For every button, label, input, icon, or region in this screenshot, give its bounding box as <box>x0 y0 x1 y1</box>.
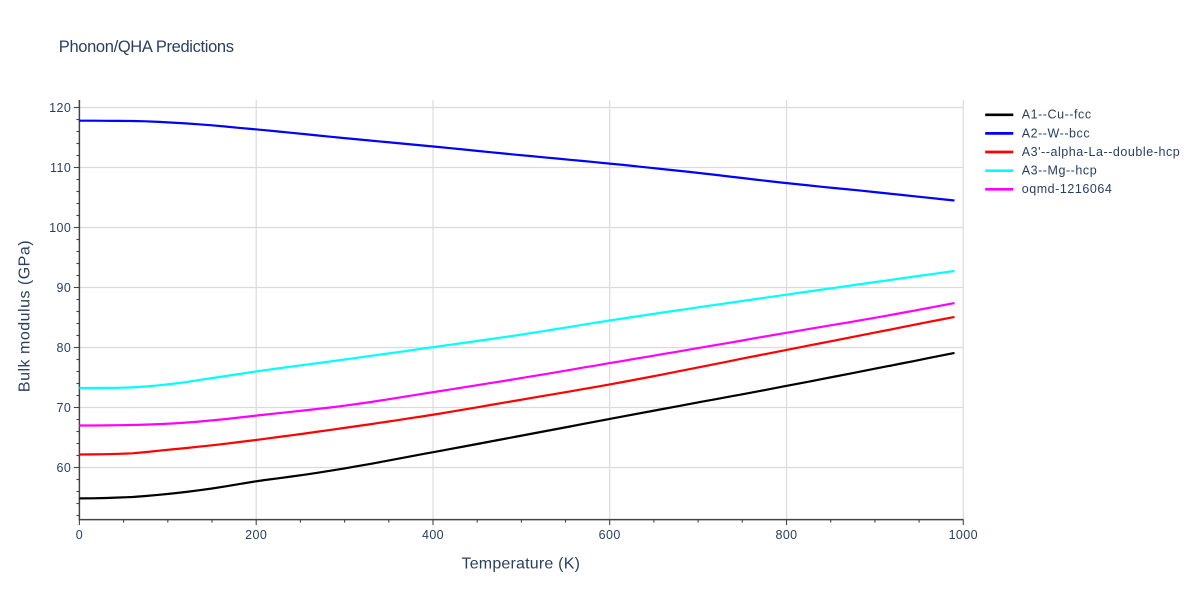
svg-text:A2--W--bcc: A2--W--bcc <box>1022 126 1090 140</box>
svg-text:100: 100 <box>49 221 71 235</box>
svg-text:200: 200 <box>245 528 267 542</box>
svg-text:110: 110 <box>50 161 71 175</box>
svg-text:800: 800 <box>775 528 797 542</box>
svg-text:Temperature (K): Temperature (K) <box>462 556 581 573</box>
svg-text:1000: 1000 <box>949 528 978 542</box>
svg-text:A3'--alpha-La--double-hcp: A3'--alpha-La--double-hcp <box>1022 145 1181 159</box>
svg-text:0: 0 <box>76 528 83 542</box>
svg-text:600: 600 <box>599 528 621 542</box>
svg-text:120: 120 <box>49 101 71 115</box>
svg-text:oqmd-1216064: oqmd-1216064 <box>1022 182 1113 196</box>
svg-text:Phonon/QHA Predictions: Phonon/QHA Predictions <box>59 38 234 56</box>
svg-text:90: 90 <box>56 281 71 295</box>
svg-text:60: 60 <box>56 461 71 475</box>
svg-text:Bulk modulus (GPa): Bulk modulus (GPa) <box>17 240 34 392</box>
svg-text:70: 70 <box>56 401 71 415</box>
svg-text:A3--Mg--hcp: A3--Mg--hcp <box>1022 164 1098 178</box>
svg-text:80: 80 <box>56 341 71 355</box>
svg-text:400: 400 <box>422 528 444 542</box>
svg-text:A1--Cu--fcc: A1--Cu--fcc <box>1022 108 1092 122</box>
